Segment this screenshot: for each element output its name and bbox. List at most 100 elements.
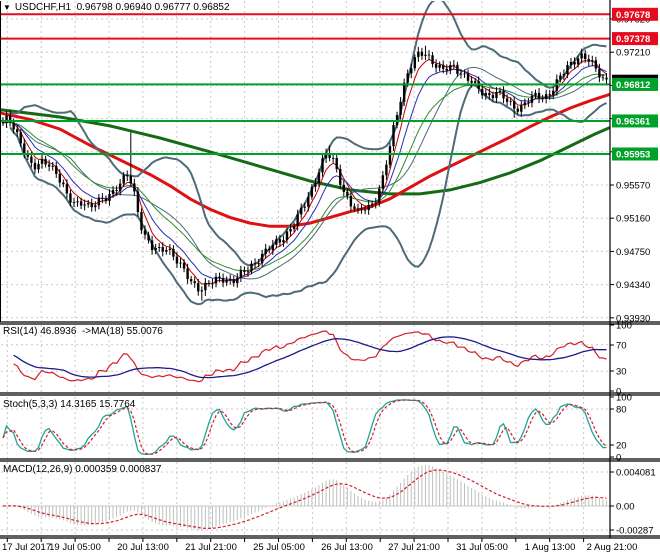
candle (264, 248, 267, 254)
symbol-dropdown-icon[interactable]: ▼ (3, 2, 11, 12)
candle (268, 248, 271, 251)
candle (349, 195, 353, 207)
candle (413, 57, 416, 69)
candle (417, 51, 420, 58)
pane-tick-label: 0 (616, 453, 621, 464)
candle (179, 262, 182, 264)
candle (225, 279, 228, 283)
price-axis[interactable]: 0.976200.972100.968000.963900.959800.955… (610, 7, 658, 537)
candle (452, 64, 456, 66)
candle (168, 248, 172, 250)
candle (541, 98, 544, 100)
candle (129, 176, 132, 184)
time-label: 17 Jul 2017 (2, 542, 51, 553)
macd-pane[interactable] (1, 462, 610, 535)
price-badge (612, 32, 658, 46)
candle (573, 61, 576, 65)
candle (260, 253, 264, 264)
candle (292, 225, 296, 229)
candle (463, 73, 466, 75)
candle (8, 115, 12, 123)
candle (275, 239, 278, 245)
candle (303, 206, 306, 208)
candle (385, 164, 388, 176)
candle (200, 290, 203, 292)
candle (335, 157, 338, 170)
time-label: 31 Jul 05:00 (456, 542, 508, 553)
candle (30, 156, 33, 163)
price-tick-label: 0.97210 (616, 48, 650, 59)
candle (331, 157, 335, 159)
pane-tick-label: 100 (616, 393, 632, 404)
price-tick-label: 0.95570 (616, 181, 650, 192)
candle (324, 153, 328, 159)
ma_thick_green-line (1, 108, 610, 196)
candle (488, 93, 491, 96)
candle (289, 228, 292, 232)
candle (296, 214, 299, 226)
rsi-line (13, 330, 607, 383)
pane-tick-label: 0 (616, 387, 621, 398)
candle (438, 64, 441, 68)
candle (527, 102, 530, 104)
candle (481, 88, 484, 96)
rsi-pane[interactable] (1, 325, 610, 392)
candle (16, 129, 19, 133)
price-badge (612, 77, 658, 91)
candle (111, 189, 115, 195)
candle (278, 239, 282, 243)
candle (104, 198, 108, 201)
stoch-d-line (2, 399, 607, 455)
candle (26, 153, 30, 157)
candle (250, 263, 253, 272)
chart-title: USDCHF,H1 0.96798 0.96940 0.96777 0.9685… (14, 2, 230, 13)
candle (402, 82, 406, 102)
candle (491, 95, 495, 99)
candle (520, 105, 523, 112)
pane-tick-label: 30 (616, 367, 627, 378)
candle (175, 256, 179, 264)
pane-tick-label: 20 (616, 441, 627, 452)
candle (598, 68, 601, 78)
candle (367, 204, 370, 211)
candle (23, 143, 26, 154)
candle (392, 125, 395, 147)
candle (459, 73, 463, 75)
price-badge (612, 114, 658, 128)
candle (328, 153, 331, 158)
candle (356, 208, 360, 210)
candle (584, 53, 587, 60)
candle (108, 194, 111, 201)
pane-tick-label: 100 (616, 321, 632, 332)
candle (317, 172, 321, 183)
candle (473, 81, 477, 83)
candle (427, 54, 431, 56)
candle (566, 65, 569, 75)
bollinger-band (9, 84, 607, 306)
rsi-ma-line (13, 336, 607, 379)
candle (69, 193, 72, 203)
candle (236, 277, 239, 284)
candle (136, 191, 140, 213)
candle (257, 263, 260, 264)
candle (229, 279, 232, 281)
candle (378, 188, 381, 203)
candle (534, 92, 537, 96)
main-chart-pane[interactable] (0, 0, 610, 322)
macd-signal-line (2, 469, 607, 529)
candle (97, 197, 101, 206)
macd-label: MACD(12,26,9) 0.000359 0.000837 (3, 464, 162, 475)
candle (189, 279, 193, 282)
candle (197, 283, 200, 292)
candle (40, 158, 44, 164)
candle (282, 240, 285, 243)
candle (44, 158, 47, 165)
candle (576, 58, 580, 65)
candle (193, 281, 196, 284)
candle (122, 175, 125, 184)
stoch-pane[interactable] (1, 397, 610, 459)
candle (420, 51, 424, 56)
price-badge-text: 0.96812 (616, 80, 650, 91)
